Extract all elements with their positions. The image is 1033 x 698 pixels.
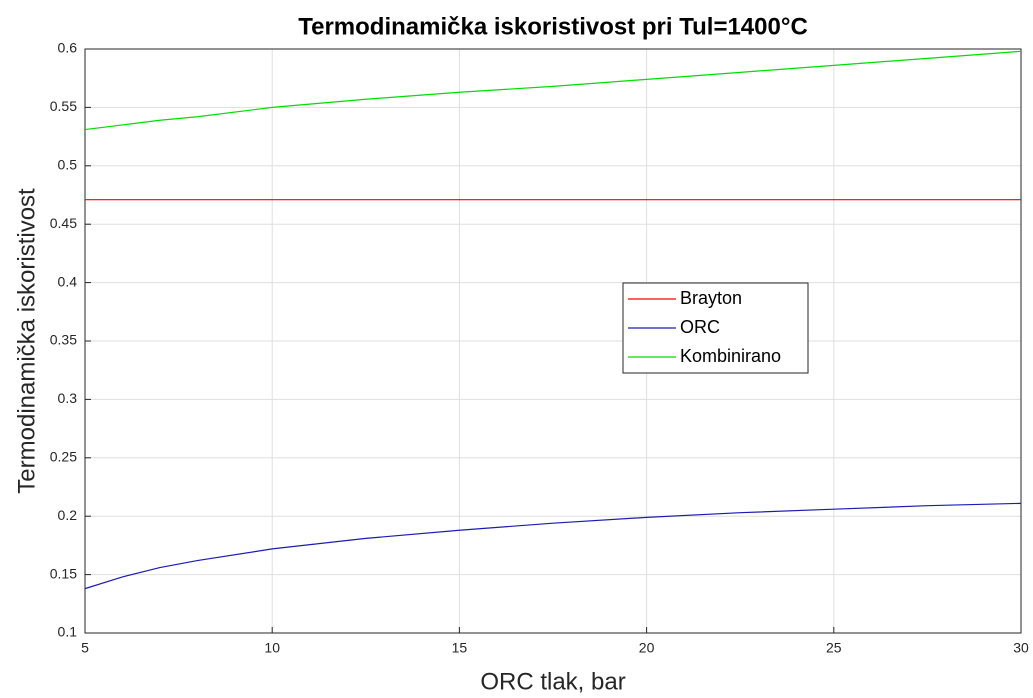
x-tick-label: 25	[826, 640, 842, 656]
series-line	[84, 50, 1022, 131]
x-tick-label: 5	[81, 640, 89, 656]
axes-box	[84, 48, 1022, 634]
y-tick-label: 0.1	[58, 624, 78, 640]
legend-label: Brayton	[680, 288, 742, 308]
y-tick-label: 0.5	[58, 157, 78, 173]
legend: Brayton ORC Kombinirano	[622, 282, 809, 374]
legend-label: ORC	[680, 317, 720, 337]
y-tick-label: 0.25	[50, 449, 77, 465]
legend-label: Kombinirano	[680, 346, 781, 366]
y-axis-label: Termodinamička iskoristivost	[13, 188, 40, 494]
x-tick-label: 10	[264, 640, 280, 656]
x-axis-label: ORC tlak, bar	[480, 668, 625, 695]
y-tick-label: 0.3	[58, 390, 78, 406]
y-tick-label: 0.4	[58, 273, 78, 289]
y-tick-label: 0.55	[50, 98, 77, 114]
series-line	[84, 502, 1022, 590]
y-tick-label: 0.2	[58, 507, 78, 523]
y-tick-label: 0.6	[58, 40, 78, 56]
y-tick-label: 0.15	[50, 565, 77, 581]
x-tick-label: 15	[452, 640, 468, 656]
x-tick-label: 20	[639, 640, 655, 656]
x-tick-label: 30	[1013, 640, 1029, 656]
chart-title: Termodinamička iskoristivost pri Tul=140…	[298, 13, 808, 40]
y-tick-label: 0.45	[50, 215, 77, 231]
y-tick-label: 0.35	[50, 332, 77, 348]
